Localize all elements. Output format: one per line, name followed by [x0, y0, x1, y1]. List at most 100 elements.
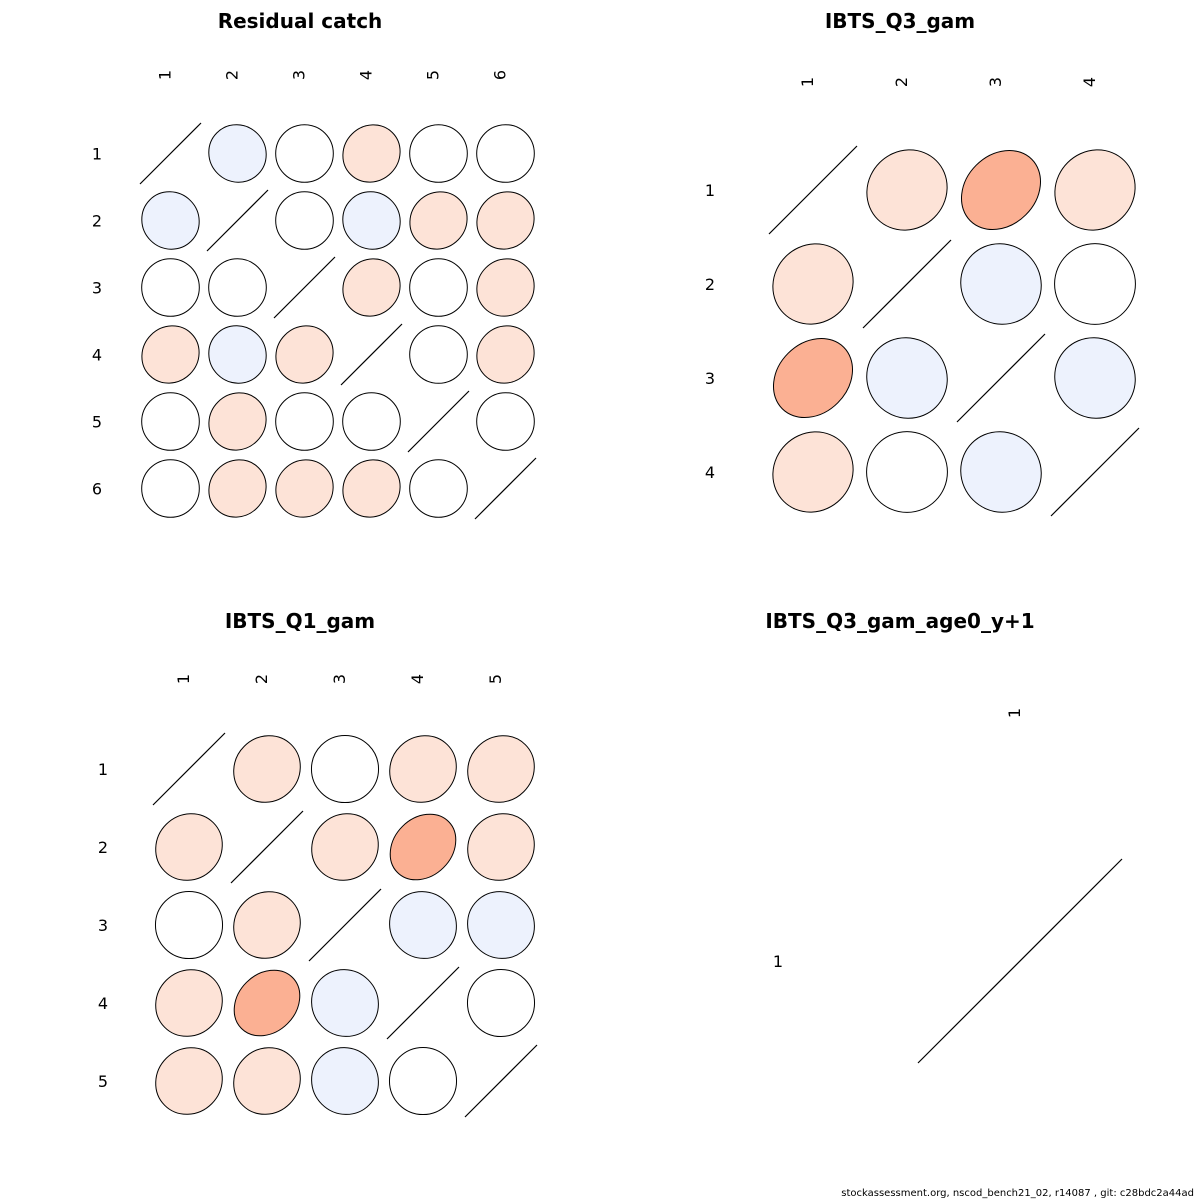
- row-label: 1: [773, 952, 783, 971]
- row-label: 5: [98, 1072, 108, 1091]
- diagonal-line: [464, 1044, 538, 1118]
- correlation-ellipse: [409, 258, 468, 317]
- diagonal-line: [139, 122, 202, 185]
- correlation-ellipse: [960, 431, 1042, 513]
- correlation-ellipse: [866, 149, 948, 231]
- correlation-ellipse: [409, 191, 468, 250]
- correlation-ellipse: [467, 813, 535, 881]
- correlation-ellipse: [476, 124, 535, 183]
- correlation-ellipse: [467, 891, 535, 959]
- column-label: 1: [174, 674, 193, 684]
- footer-caption: stockassessment.org, nscod_bench21_02, r…: [841, 1188, 1194, 1199]
- correlation-ellipse: [342, 191, 401, 250]
- correlation-ellipse: [155, 813, 223, 881]
- correlation-ellipse: [208, 124, 267, 183]
- correlation-ellipse: [467, 735, 535, 803]
- correlation-ellipse: [275, 392, 334, 451]
- row-label: 4: [705, 463, 715, 482]
- correlation-ellipse: [275, 191, 334, 250]
- column-label: 2: [252, 674, 271, 684]
- correlation-ellipse: [311, 1047, 379, 1115]
- row-label: 3: [705, 369, 715, 388]
- row-label: 6: [92, 480, 102, 499]
- correlation-ellipse: [960, 243, 1042, 325]
- row-label: 2: [705, 275, 715, 294]
- column-label: 3: [986, 77, 1005, 87]
- column-label: 2: [892, 77, 911, 87]
- correlation-panel-3: IBTS_Q1_gam 1 2 3 4 5 1 2 3 4 5: [98, 609, 538, 1118]
- correlation-ellipse: [866, 431, 948, 513]
- correlation-ellipse: [208, 459, 267, 518]
- diagonal-line: [206, 189, 269, 252]
- diagonal-line: [340, 323, 403, 386]
- correlation-ellipse: [233, 735, 301, 803]
- correlation-ellipse: [141, 191, 200, 250]
- correlation-ellipse: [233, 1047, 301, 1115]
- correlation-ellipse: [275, 124, 334, 183]
- correlation-ellipse: [342, 459, 401, 518]
- correlation-ellipse: [342, 124, 401, 183]
- column-label: 1: [156, 70, 175, 80]
- correlation-ellipse: [233, 891, 301, 959]
- correlation-ellipse: [154, 890, 224, 960]
- correlation-ellipse: [1054, 243, 1136, 325]
- diagonal-line: [862, 239, 952, 329]
- correlation-ellipse: [141, 392, 200, 451]
- correlation-ellipse: [155, 969, 223, 1037]
- diagonal-line: [308, 888, 382, 962]
- diagonal-line: [152, 732, 226, 806]
- correlation-ellipse: [476, 191, 535, 250]
- diagonal-line: [768, 145, 858, 235]
- correlation-ellipse: [342, 392, 401, 451]
- panel-title: IBTS_Q3_gam_age0_y+1: [765, 609, 1034, 633]
- column-label: 5: [486, 674, 505, 684]
- correlation-panel-4: IBTS_Q3_gam_age0_y+1 1 1: [765, 609, 1123, 1064]
- correlation-ellipse: [1054, 337, 1136, 419]
- correlation-ellipse: [311, 969, 379, 1037]
- correlation-ellipse: [409, 459, 468, 518]
- correlation-ellipse: [1054, 149, 1136, 231]
- correlation-ellipse: [233, 969, 301, 1037]
- correlation-ellipse: [772, 431, 854, 513]
- row-label: 4: [98, 994, 108, 1013]
- row-label: 1: [98, 760, 108, 779]
- correlation-ellipse: [476, 392, 535, 451]
- row-label: 2: [98, 838, 108, 857]
- correlation-ellipse: [141, 325, 200, 384]
- correlation-ellipse: [389, 813, 457, 881]
- diagonal-line: [230, 810, 304, 884]
- correlation-panel-1: Residual catch 1 2 3 4 5 6 1 2 3 4 5 6: [92, 9, 537, 520]
- correlation-ellipse: [476, 258, 535, 317]
- correlation-ellipse: [772, 337, 854, 419]
- panel-title: IBTS_Q1_gam: [225, 609, 375, 633]
- row-label: 2: [92, 212, 102, 231]
- correlation-ellipse: [141, 258, 200, 317]
- column-label: 4: [408, 674, 427, 684]
- column-label: 5: [424, 70, 443, 80]
- diagonal-line: [386, 966, 460, 1040]
- column-label: 4: [357, 70, 376, 80]
- correlation-ellipse: [275, 325, 334, 384]
- row-label: 1: [705, 181, 715, 200]
- column-label: 2: [223, 70, 242, 80]
- correlation-ellipse: [772, 243, 854, 325]
- diagonal-line: [407, 390, 470, 453]
- column-label: 3: [290, 70, 309, 80]
- column-label: 1: [1005, 708, 1024, 718]
- correlation-ellipse: [466, 968, 536, 1038]
- row-label: 1: [92, 145, 102, 164]
- diagonal-line: [1050, 427, 1140, 517]
- row-label: 4: [92, 346, 102, 365]
- panel-title: Residual catch: [218, 9, 383, 33]
- correlation-ellipse: [208, 325, 267, 384]
- diagonal-line: [273, 256, 336, 319]
- correlation-ellipse: [141, 459, 200, 518]
- correlation-ellipse: [409, 124, 468, 183]
- diagonal-line: [474, 457, 537, 520]
- correlation-ellipse: [409, 325, 468, 384]
- column-label: 4: [1080, 77, 1099, 87]
- correlation-ellipse: [389, 735, 457, 803]
- correlation-ellipse: [208, 392, 267, 451]
- correlation-ellipse: [275, 459, 334, 518]
